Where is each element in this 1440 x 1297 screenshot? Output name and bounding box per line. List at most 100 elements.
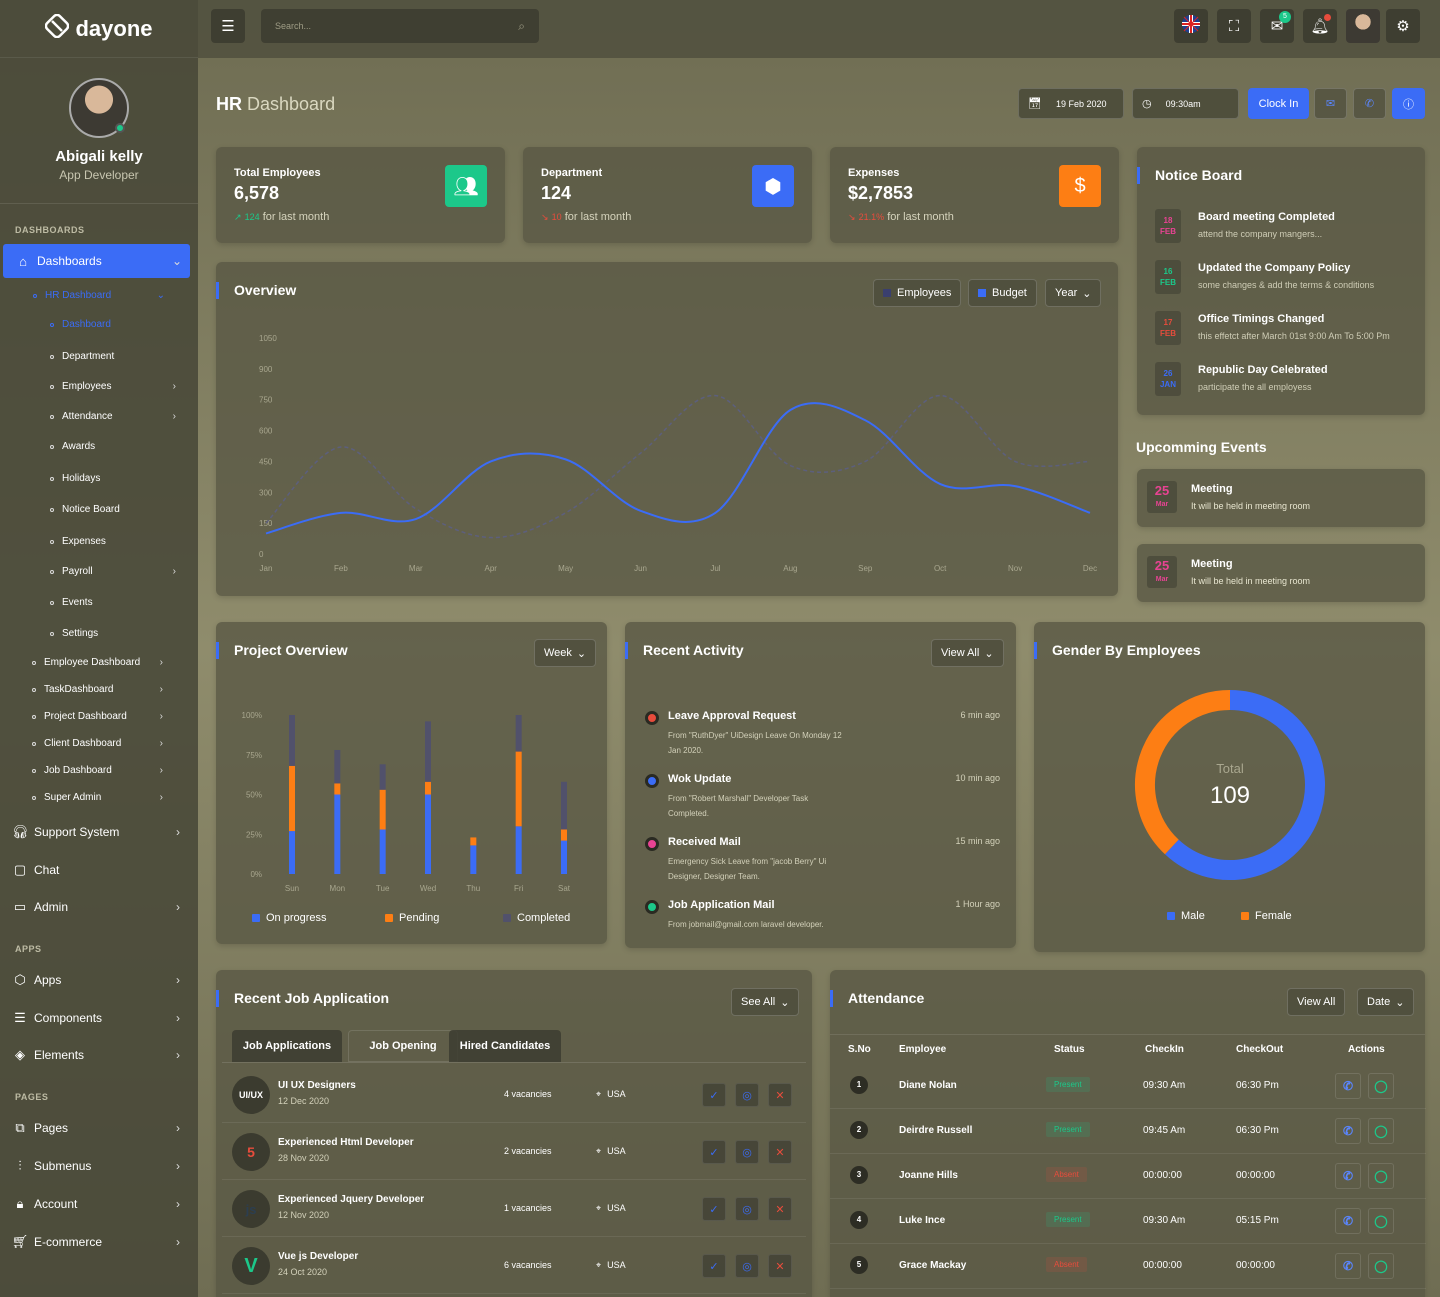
attendance-row[interactable]: 1 Diane Nolan Present 09:30 Am 06:30 Pm ✆ ◯ (830, 1064, 1426, 1109)
sidebar-item-client-dashboard[interactable]: Client Dashboard › (0, 738, 198, 749)
sidebar-item-taskdashboard[interactable]: TaskDashboard › (0, 684, 198, 695)
event-card[interactable]: 25 Mar Meeting It will be held in meeting r… (1137, 469, 1425, 527)
sidebar-item-support-system[interactable]: 🎧︎ Support System › (0, 824, 198, 840)
approve-button[interactable]: ✓ (702, 1254, 726, 1278)
job-location-label: USA (607, 1146, 626, 1156)
sidebar-item-expenses[interactable]: Expenses (0, 536, 198, 547)
phone-action-button[interactable]: ✆ (1353, 88, 1386, 119)
attendance-view-all-button[interactable]: View All (1287, 988, 1346, 1016)
search-icon[interactable]: ⌕ (518, 18, 525, 33)
sidebar-item-chat[interactable]: ▢ Chat (0, 862, 198, 878)
sidebar-item-holidays[interactable]: Holidays (0, 473, 198, 484)
message-button[interactable]: ◯ (1368, 1163, 1394, 1189)
sidebar-item-project-dashboard[interactable]: Project Dashboard › (0, 711, 198, 722)
legend-completed[interactable]: Completed (503, 912, 570, 924)
job-row[interactable]: js Experienced Jquery Developer 12 Nov 202… (222, 1180, 806, 1237)
week-filter-dropdown[interactable]: Week ⌄ (534, 639, 597, 667)
sidebar-item-payroll[interactable]: Payroll › (0, 566, 198, 577)
date-display[interactable]: 📅︎ 19 Feb 2020 (1018, 88, 1124, 119)
sidebar-item-settings[interactable]: Settings (0, 628, 198, 639)
call-button[interactable]: ✆ (1335, 1073, 1361, 1099)
sidebar-item-events[interactable]: Events (0, 597, 198, 608)
search-input[interactable]: Search... ⌕ (261, 9, 539, 43)
sidebar-item-pages[interactable]: ⧉ Pages › (0, 1120, 198, 1136)
sidebar-item-apps[interactable]: ⬡ Apps › (0, 972, 198, 988)
sidebar-item-awards[interactable]: Awards (0, 441, 198, 452)
approve-button[interactable]: ✓ (702, 1083, 726, 1107)
reject-button[interactable]: ✕ (768, 1197, 792, 1221)
notice-item[interactable]: 16 FEB Updated the Company Policy some chan… (1155, 260, 1415, 300)
call-button[interactable]: ✆ (1335, 1253, 1361, 1279)
message-button[interactable]: ◯ (1368, 1073, 1394, 1099)
avatar[interactable] (69, 78, 129, 138)
job-row[interactable]: V Vue js Developer 24 Oct 2020 6 vacancies ⌖… (222, 1237, 806, 1294)
message-button[interactable]: ◯ (1368, 1118, 1394, 1144)
menu-toggle-button[interactable]: ☰ (211, 9, 245, 43)
attendance-row[interactable]: 3 Joanne Hills Absent 00:00:00 00:00:00 ✆ ◯ (830, 1154, 1426, 1199)
attendance-row[interactable]: 2 Deirdre Russell Present 09:45 Am 06:30 Pm ✆… (830, 1109, 1426, 1154)
fullscreen-button[interactable]: ⛶ (1217, 9, 1251, 43)
sidebar-item-employees[interactable]: Employees › (0, 381, 198, 392)
time-display[interactable]: ◷ 09:30am (1132, 88, 1239, 119)
legend-female[interactable]: Female (1241, 910, 1292, 922)
notice-item[interactable]: 18 FEB Board meeting Completed attend the c… (1155, 209, 1415, 249)
sidebar-item-elements[interactable]: ◈ Elements › (0, 1047, 198, 1063)
legend-male[interactable]: Male (1167, 910, 1205, 922)
activity-view-all-dropdown[interactable]: View All ⌄ (931, 639, 1004, 667)
sidebar-item-notice-board[interactable]: Notice Board (0, 504, 198, 515)
job-row[interactable]: 5 Experienced Html Developer 28 Nov 2020 2 … (222, 1123, 806, 1180)
jobs-see-all-dropdown[interactable]: See All ⌄ (731, 988, 800, 1016)
approve-button[interactable]: ✓ (702, 1140, 726, 1164)
sidebar-item-account[interactable]: 🔒︎ Account › (0, 1196, 198, 1212)
notifications-button[interactable]: 🔔︎ (1303, 9, 1337, 43)
legend-employees[interactable]: Employees (873, 279, 962, 307)
sidebar-item-admin[interactable]: ▭ Admin › (0, 899, 198, 915)
sidebar-item-department[interactable]: Department (0, 351, 198, 362)
sidebar-item-e-commerce[interactable]: 🛒︎ E-commerce › (0, 1234, 198, 1250)
info-button[interactable]: ⓘ (1392, 88, 1425, 119)
view-button[interactable]: ◎ (735, 1254, 759, 1278)
sidebar-item-submenus[interactable]: ⫶ Submenus › (0, 1158, 198, 1174)
approve-button[interactable]: ✓ (702, 1197, 726, 1221)
brand-logo[interactable]: dayone (0, 0, 198, 58)
reject-button[interactable]: ✕ (768, 1254, 792, 1278)
sidebar-item-dashboards[interactable]: ⌂ Dashboards ⌄ (3, 244, 190, 278)
sidebar-item-attendance[interactable]: Attendance › (0, 411, 198, 422)
legend-on-progress[interactable]: On progress (252, 912, 327, 924)
clock-in-button[interactable]: Clock In (1248, 88, 1309, 119)
event-card[interactable]: 25 Mar Meeting It will be held in meeting r… (1137, 544, 1425, 602)
view-button[interactable]: ◎ (735, 1197, 759, 1221)
profile-avatar-button[interactable] (1346, 9, 1380, 43)
language-button[interactable] (1174, 9, 1208, 43)
tab-job-applications[interactable]: Job Applications (232, 1030, 342, 1062)
view-button[interactable]: ◎ (735, 1083, 759, 1107)
year-filter-dropdown[interactable]: Year ⌄ (1045, 279, 1102, 307)
reject-button[interactable]: ✕ (768, 1140, 792, 1164)
sidebar-item-dashboard[interactable]: Dashboard (0, 319, 198, 330)
notice-item[interactable]: 17 FEB Office Timings Changed this effetct … (1155, 311, 1415, 351)
reject-button[interactable]: ✕ (768, 1083, 792, 1107)
message-button[interactable]: ◯ (1368, 1208, 1394, 1234)
sidebar-item-hr-dashboard[interactable]: HR Dashboard ⌄ (0, 290, 198, 301)
mail-action-button[interactable]: ✉ (1314, 88, 1347, 119)
tab-hired-candidates[interactable]: Hired Candidates (449, 1030, 561, 1062)
job-row[interactable]: UI/UX UI UX Designers 12 Dec 2020 4 vacanci… (222, 1066, 806, 1123)
call-button[interactable]: ✆ (1335, 1118, 1361, 1144)
mail-button[interactable]: ✉ 5 (1260, 9, 1294, 43)
legend-pending[interactable]: Pending (385, 912, 439, 924)
legend-budget[interactable]: Budget (968, 279, 1037, 307)
sidebar-item-super-admin[interactable]: Super Admin › (0, 792, 198, 803)
sidebar-item-components[interactable]: ☰ Components › (0, 1010, 198, 1026)
call-button[interactable]: ✆ (1335, 1208, 1361, 1234)
tab-job-opening[interactable]: Job Opening (348, 1030, 458, 1062)
view-button[interactable]: ◎ (735, 1140, 759, 1164)
call-button[interactable]: ✆ (1335, 1163, 1361, 1189)
sidebar-item-job-dashboard[interactable]: Job Dashboard › (0, 765, 198, 776)
notice-item[interactable]: 26 JAN Republic Day Celebrated participate … (1155, 362, 1415, 402)
date-filter-dropdown[interactable]: Date ⌄ (1357, 988, 1415, 1016)
attendance-row[interactable]: 5 Grace Mackay Absent 00:00:00 00:00:00 ✆ ◯ (830, 1244, 1426, 1289)
message-button[interactable]: ◯ (1368, 1253, 1394, 1279)
sidebar-item-employee-dashboard[interactable]: Employee Dashboard › (0, 657, 198, 668)
attendance-row[interactable]: 4 Luke Ince Present 09:30 Am 05:15 Pm ✆ ◯ (830, 1199, 1426, 1244)
settings-button[interactable]: ⚙ (1386, 9, 1420, 43)
